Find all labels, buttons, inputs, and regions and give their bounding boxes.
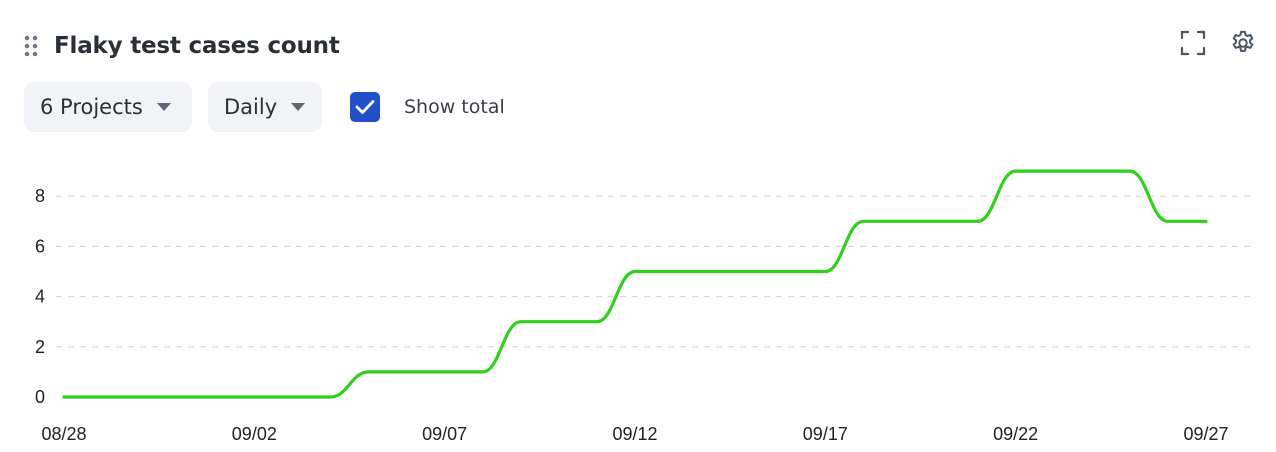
y-tick-label: 2 — [35, 337, 45, 357]
flaky-tests-line-chart: 0 2 4 6 8 08/28 09/02 09/07 09/12 09/17 09/22 09/27 — [35, 169, 1256, 444]
header-actions — [1178, 26, 1258, 60]
projects-dropdown[interactable]: 6 Projects — [24, 82, 192, 132]
show-total-label: Show total — [404, 96, 505, 118]
show-total-checkbox[interactable] — [350, 92, 380, 122]
y-tick-label: 0 — [35, 387, 45, 407]
show-total-toggle[interactable]: Show total — [350, 92, 505, 122]
x-tick-label: 09/17 — [803, 424, 848, 444]
x-tick-label: 08/28 — [41, 424, 86, 444]
projects-dropdown-label: 6 Projects — [40, 95, 143, 119]
interval-dropdown[interactable]: Daily — [208, 82, 322, 132]
x-tick-label: 09/27 — [1183, 424, 1228, 444]
drag-handle-icon[interactable] — [22, 34, 40, 58]
y-tick-label: 8 — [35, 186, 45, 206]
chevron-down-icon — [291, 103, 306, 111]
chevron-down-icon — [156, 103, 171, 111]
y-tick-label: 4 — [35, 287, 45, 307]
interval-dropdown-label: Daily — [224, 95, 278, 119]
filter-controls: 6 Projects Daily Show total — [24, 82, 505, 132]
x-tick-label: 09/22 — [993, 424, 1038, 444]
x-tick-label: 09/12 — [612, 424, 657, 444]
widget-title: Flaky test cases count — [54, 33, 340, 59]
widget-header: Flaky test cases count — [22, 26, 340, 66]
fullscreen-icon[interactable] — [1178, 26, 1208, 60]
gear-icon[interactable] — [1228, 26, 1258, 60]
total-series-line — [62, 169, 1208, 399]
x-tick-label: 09/02 — [232, 424, 277, 444]
x-tick-label: 09/07 — [422, 424, 467, 444]
checkmark-icon — [355, 100, 375, 114]
y-tick-label: 6 — [35, 236, 45, 256]
